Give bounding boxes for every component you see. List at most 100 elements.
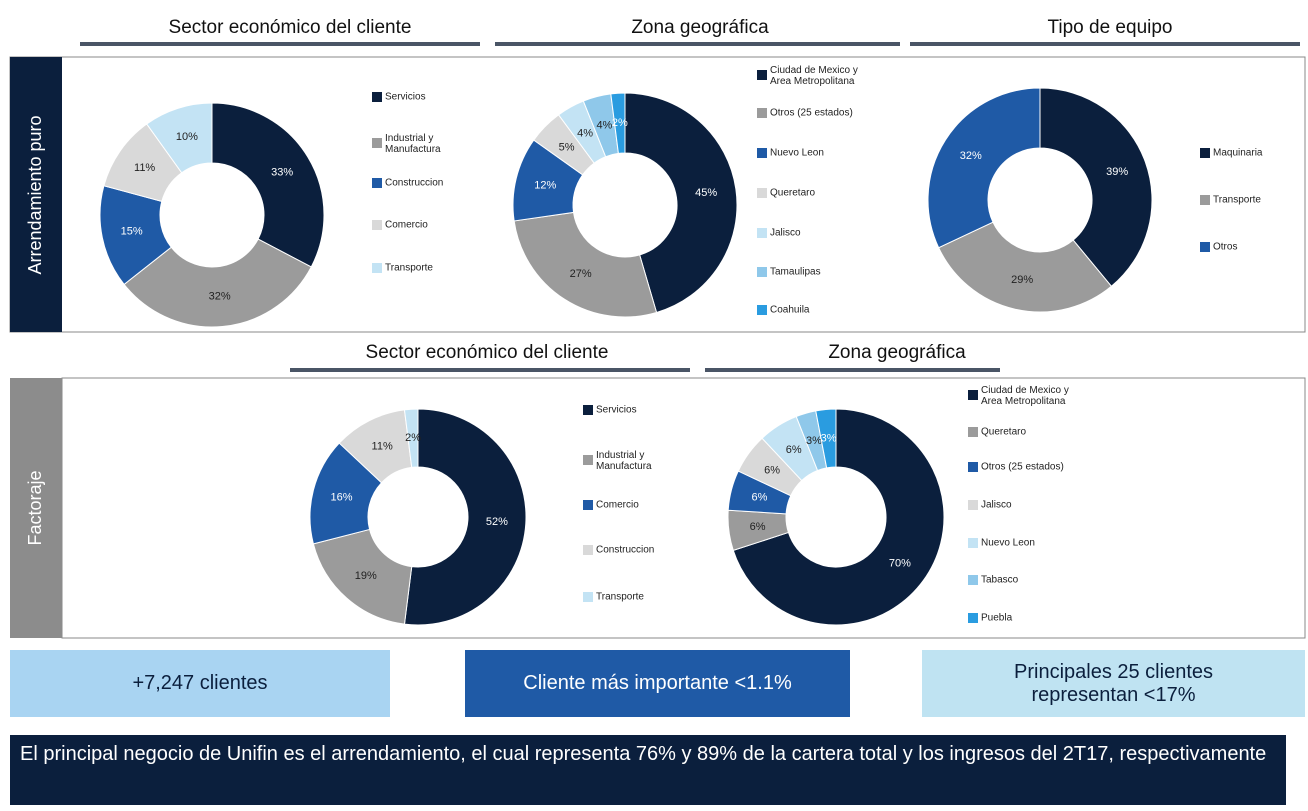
panel: [61, 377, 1306, 639]
legend-swatch: [1200, 242, 1210, 252]
highlight-text: +7,247 clientes: [132, 672, 268, 694]
value-label: 12%: [534, 180, 556, 192]
donut-segment: [927, 87, 1041, 249]
value-label: 29%: [1011, 274, 1033, 286]
highlight-text: Principales 25 clientes representan <17%: [1014, 660, 1213, 706]
legend-label: Comercio: [385, 220, 428, 231]
value-label: 19%: [355, 570, 377, 582]
legend-swatch: [968, 613, 978, 623]
legend-swatch: [757, 70, 767, 80]
section-header: Tipo de equipo: [1047, 17, 1172, 38]
section-label: Arrendamiento puro: [25, 115, 45, 274]
legend-label: Nuevo Leon: [981, 538, 1035, 549]
legend-swatch: [757, 267, 767, 277]
legend-label: Tamaulipas: [770, 267, 821, 278]
value-label: 4%: [577, 127, 593, 139]
value-label: 32%: [960, 150, 982, 162]
value-label: 15%: [121, 225, 143, 237]
value-label: 2%: [405, 432, 421, 444]
value-label: 3%: [806, 435, 822, 447]
value-label: 32%: [209, 291, 231, 303]
legend-swatch: [968, 462, 978, 472]
value-label: 5%: [559, 141, 575, 153]
legend-label: Otros (25 estados): [770, 108, 853, 119]
legend-label: Puebla: [981, 613, 1013, 624]
legend-label: Tabasco: [981, 575, 1019, 586]
section-header: Zona geográfica: [828, 342, 966, 363]
legend-label: Jalisco: [770, 228, 801, 239]
value-label: 6%: [752, 491, 768, 503]
legend-label: Queretaro: [981, 427, 1026, 438]
donut-segment: [610, 92, 626, 154]
legend-swatch: [372, 263, 382, 273]
donut-segment: [732, 408, 945, 626]
donut-segment: [403, 408, 527, 626]
legend-swatch: [757, 228, 767, 238]
donut-segment: [1039, 87, 1153, 288]
highlight-box: +7,247 clientes: [10, 650, 390, 717]
legend-label: Transporte: [1213, 195, 1261, 206]
value-label: 27%: [570, 268, 592, 280]
donut-segment: [624, 92, 738, 314]
legend-swatch: [372, 178, 382, 188]
section-bar: [10, 378, 62, 638]
legend-label: Industrial y Manufactura: [385, 133, 441, 155]
legend-swatch: [757, 188, 767, 198]
section-header: Sector económico del cliente: [366, 342, 609, 363]
legend-swatch: [968, 538, 978, 548]
donut-segment: [123, 238, 312, 328]
legend-label: Ciudad de Mexico y Area Metropolitana: [981, 385, 1069, 407]
legend-label: Construccion: [385, 178, 443, 189]
legend-label: Otros: [1213, 242, 1237, 253]
legend-label: Industrial y Manufactura: [596, 450, 652, 472]
legend-label: Servicios: [596, 405, 637, 416]
value-label: 2%: [612, 117, 628, 129]
legend-label: Nuevo Leon: [770, 148, 824, 159]
value-label: 52%: [486, 516, 508, 528]
donut-segment: [146, 102, 213, 174]
footer: El principal negocio de Unifin es el arr…: [10, 735, 1286, 805]
legend-label: Transporte: [596, 592, 644, 603]
legend-swatch: [372, 138, 382, 148]
value-label: 4%: [596, 120, 612, 132]
highlight-box: Principales 25 clientes representan <17%: [922, 650, 1305, 717]
value-label: 45%: [695, 187, 717, 199]
value-label: 11%: [134, 162, 155, 174]
legend-swatch: [968, 390, 978, 400]
value-label: 6%: [764, 464, 780, 476]
donut-segment: [815, 408, 837, 469]
header-rule: [495, 42, 900, 46]
donut-segment: [211, 102, 325, 268]
legend-swatch: [583, 500, 593, 510]
legend-label: Ciudad de Mexico y Area Metropolitana: [770, 65, 858, 87]
legend-label: Construccion: [596, 545, 654, 556]
header-rule: [705, 368, 1000, 372]
legend-swatch: [372, 92, 382, 102]
section-header: Zona geográfica: [631, 17, 769, 38]
donut-segment: [513, 211, 658, 318]
value-label: 3%: [821, 432, 837, 444]
legend-swatch: [583, 405, 593, 415]
header-rule: [80, 42, 480, 46]
value-label: 16%: [330, 491, 352, 503]
legend-swatch: [583, 545, 593, 555]
legend-label: Jalisco: [981, 500, 1012, 511]
legend-swatch: [968, 575, 978, 585]
donut-segment: [937, 221, 1113, 313]
legend-swatch: [757, 148, 767, 158]
legend-swatch: [968, 500, 978, 510]
legend-label: Otros (25 estados): [981, 462, 1064, 473]
legend-label: Queretaro: [770, 188, 815, 199]
legend-label: Transporte: [385, 263, 433, 274]
legend-label: Servicios: [385, 92, 426, 103]
legend-swatch: [372, 220, 382, 230]
legend-swatch: [757, 108, 767, 118]
value-label: 11%: [372, 441, 393, 453]
value-label: 10%: [176, 131, 198, 143]
value-label: 33%: [271, 166, 293, 178]
legend-swatch: [757, 305, 767, 315]
header-rule: [290, 368, 690, 372]
legend-swatch: [583, 592, 593, 602]
